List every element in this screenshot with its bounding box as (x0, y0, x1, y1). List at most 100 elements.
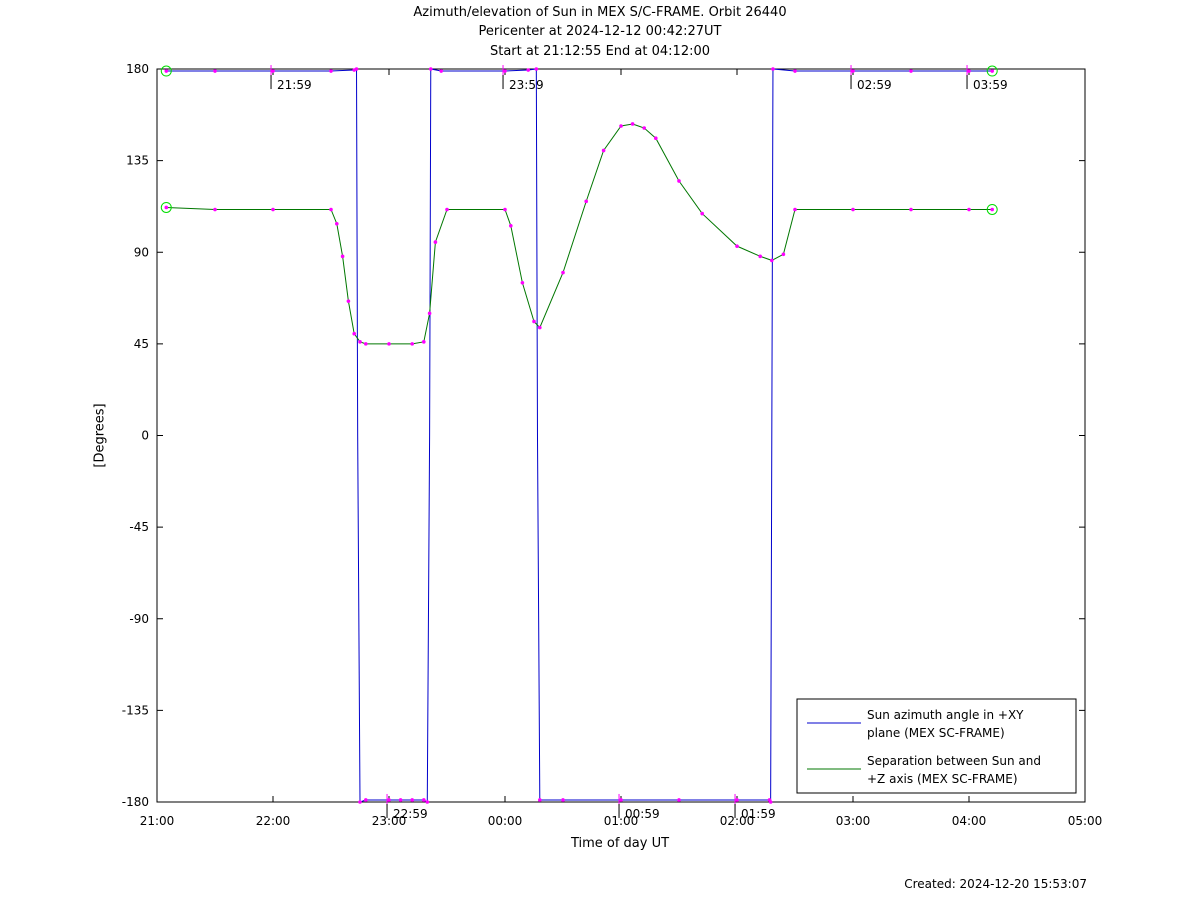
series-1-marker-8 (358, 340, 362, 344)
hour-marker-label-5: 02:59 (857, 78, 892, 92)
hour-marker-label-6: 03:59 (973, 78, 1008, 92)
series-1-marker-15 (445, 207, 449, 212)
series-1-marker-0 (164, 205, 169, 210)
y-tick-label-8: -180 (122, 795, 149, 809)
x-tick-label-4: 01:00 (604, 814, 639, 828)
hour-marker-label-2: 23:59 (509, 78, 544, 92)
series-0-marker-2 (271, 69, 275, 73)
series-1-marker-19 (532, 319, 536, 324)
y-tick-label-3: 45 (134, 337, 149, 351)
series-0-marker-13 (425, 800, 430, 804)
hour-marker-label-4: 01:59 (741, 807, 776, 821)
legend-box (796, 698, 1077, 794)
series-1-marker-14 (433, 240, 438, 244)
series-1-end-marker (986, 203, 998, 215)
series-0-marker-34 (990, 69, 994, 73)
x-tick-label-8: 05:00 (1068, 814, 1103, 828)
x-tick-label-3: 00:00 (488, 814, 523, 828)
series-1-marker-13 (427, 311, 432, 316)
x-tick-label-7: 04:00 (952, 814, 987, 828)
x-tick-label-1: 22:00 (256, 814, 291, 828)
series-1-marker-31 (758, 254, 762, 259)
hour-marker-label-3: 00:59 (625, 807, 660, 821)
hour-marker-label-1: 22:59 (393, 807, 428, 821)
series-1-marker-25 (630, 122, 635, 126)
series-0-marker-22 (561, 798, 565, 802)
series-line-1 (166, 123, 993, 345)
x-tick-label-2: 23:00 (372, 814, 407, 828)
series-1-marker-29 (700, 211, 704, 216)
series-0-marker-18 (526, 68, 530, 72)
x-axis-label: Time of day UT (570, 836, 670, 851)
series-1-marker-20 (538, 325, 542, 330)
y-tick-label-2: 90 (134, 245, 149, 259)
y-tick-label-5: -45 (129, 520, 149, 534)
series-0-marker-17 (503, 69, 507, 73)
y-tick-label-6: -90 (129, 612, 149, 626)
series-0-marker-7 (358, 800, 362, 804)
series-1-marker-35 (851, 207, 855, 212)
series-1-marker-33 (781, 252, 786, 257)
series-1-marker-22 (584, 199, 588, 204)
series-1-marker-17 (509, 223, 513, 228)
series-1-marker-11 (410, 342, 415, 346)
series-1-marker-9 (364, 342, 368, 346)
y-tick-label-1: 135 (126, 154, 149, 168)
series-1-marker-10 (387, 342, 391, 346)
legend-label-1-line2: +Z axis (MEX SC-FRAME) (867, 772, 1018, 786)
series-0-marker-11 (410, 798, 415, 802)
series-1-marker-5 (340, 254, 345, 259)
series-0-marker-15 (428, 67, 433, 71)
series-0-marker-5 (354, 67, 359, 71)
series-0-marker-10 (398, 798, 403, 802)
legend-label-1-line1: Separation between Sun and (867, 754, 1041, 768)
x-tick-label-0: 21:00 (140, 814, 175, 828)
series-1-marker-30 (735, 244, 739, 248)
series-0-marker-21 (538, 798, 542, 802)
series-0-marker-16 (439, 69, 444, 73)
series-1-marker-2 (271, 207, 275, 212)
series-0-marker-27 (768, 800, 773, 804)
series-1-marker-24 (619, 124, 623, 128)
series-1-marker-16 (503, 207, 507, 212)
created-timestamp: Created: 2024-12-20 15:53:07 (904, 877, 1087, 891)
series-1-marker-18 (520, 280, 525, 285)
series-1-marker-21 (561, 270, 565, 275)
chart-title-line-1: Azimuth/elevation of Sun in MEX S/C-FRAM… (413, 5, 787, 20)
series-0-marker-29 (771, 67, 775, 71)
y-axis-label: [Degrees] (92, 403, 108, 468)
series-0-end-marker (986, 65, 998, 77)
y-tick-label-7: -135 (122, 703, 149, 717)
series-1-marker-23 (601, 148, 606, 153)
series-1-marker-32 (770, 258, 774, 263)
series-0-marker-32 (909, 69, 913, 73)
series-1-marker-34 (793, 207, 797, 212)
series-1-marker-27 (654, 136, 658, 141)
series-0-marker-31 (851, 69, 855, 73)
y-tick-label-4: 0 (141, 429, 149, 443)
series-1-marker-12 (422, 340, 426, 344)
series-line-0 (166, 68, 993, 804)
chart-title-line-2: Pericenter at 2024-12-12 00:42:27UT (478, 24, 722, 39)
series-0-marker-0 (164, 69, 169, 73)
series-0-marker-24 (677, 798, 681, 802)
series-1-marker-7 (352, 331, 357, 336)
series-1-marker-1 (213, 207, 217, 212)
series-1-marker-28 (677, 179, 681, 183)
series-1-marker-4 (335, 221, 339, 226)
series-1-marker-6 (346, 299, 351, 303)
series-0-marker-1 (213, 69, 217, 73)
series-0-marker-8 (364, 798, 368, 802)
series-0-marker-23 (619, 798, 623, 802)
series-1-marker-37 (967, 207, 971, 212)
series-1-marker-36 (909, 207, 913, 212)
y-tick-label-0: 180 (126, 62, 149, 76)
series-0-marker-9 (387, 798, 391, 802)
series-0-marker-30 (793, 69, 797, 73)
series-0-marker-12 (422, 798, 426, 802)
x-tick-label-6: 03:00 (836, 814, 871, 828)
series-1-marker-26 (642, 126, 646, 130)
series-1-marker-38 (990, 207, 994, 212)
x-tick-label-5: 02:00 (720, 814, 755, 828)
